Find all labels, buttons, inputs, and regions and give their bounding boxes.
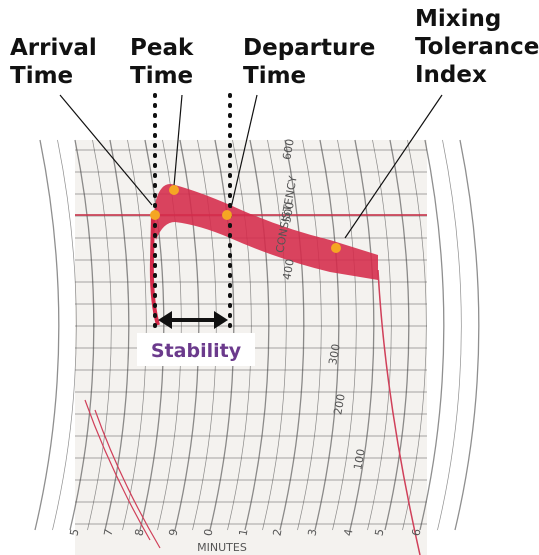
grid-arc [314,139,340,531]
leader-line [344,94,443,239]
rise-trace [149,214,160,326]
grid-arc [244,139,270,531]
consistency-label: 300 [326,343,342,366]
stability-box [137,333,255,366]
grid-arc [69,139,95,531]
grid-arc [349,139,375,531]
arrow-heads [158,311,228,329]
stability-label: Stability [151,340,242,362]
grid-arc [262,139,287,531]
grid-arc [437,139,462,531]
time-label: 5 [68,528,82,537]
trace [377,269,421,555]
time-label: 7 [102,528,116,537]
grid-arc [297,139,322,531]
arrival-dot [150,210,160,220]
grid-arc [454,139,480,531]
grid-arc [419,139,445,531]
time-label: 1 [237,528,251,537]
departure-dot [222,210,232,220]
consistency-label: 100 [351,448,367,471]
leader-line [230,94,258,209]
mti-label: Mixing Tolerance Index [415,6,539,88]
time-label: 3 [306,528,320,537]
grid-arc [279,139,305,531]
grid-arc [367,139,392,531]
consistency-label: 500 [280,201,296,224]
time-label: 0 [202,528,216,537]
grid-arc [104,139,130,531]
trace [94,409,161,549]
mti-dot [331,243,341,253]
time-label: 5 [373,528,387,537]
grid-arc [34,139,60,531]
consistency-label: 600 [280,138,296,161]
grid-arc [402,139,427,531]
time-label: 8 [133,528,147,537]
leader-line [59,94,153,206]
farinograph-band [152,184,378,280]
leader-line [173,94,183,187]
arrival-label: Arrival Time [10,35,97,89]
departure-label: Departure Time [243,35,375,89]
consistency-label: 200 [331,393,347,416]
time-label: 9 [167,528,181,537]
time-label: 4 [342,528,356,537]
consistency-label: 400 [280,258,296,281]
grid-arc [87,139,112,531]
grid-arc [332,139,357,531]
trace [84,399,151,541]
time-title: MINUTES [197,541,247,554]
grid-arc [52,139,77,531]
grid-arc [384,139,410,531]
time-label: 6 [410,528,424,537]
peak-dot [169,185,179,195]
peak-label: Peak Time [130,35,194,89]
time-label: 2 [271,528,285,537]
